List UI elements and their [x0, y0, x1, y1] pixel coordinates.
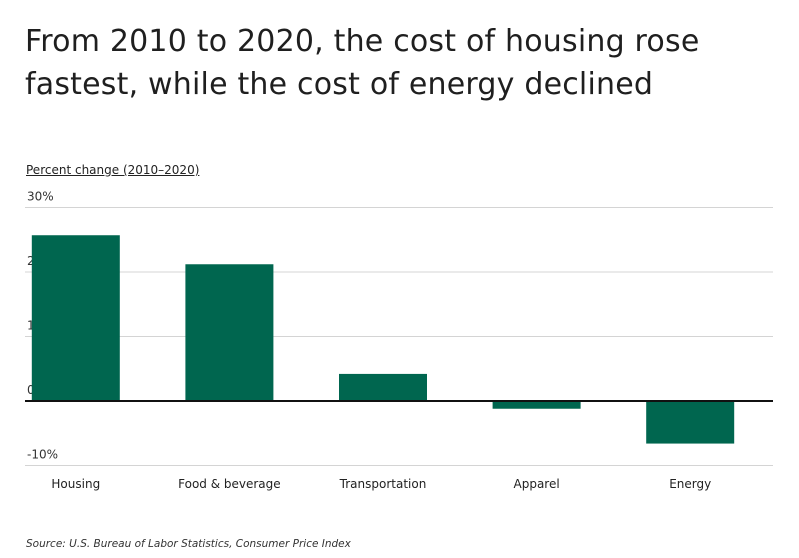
y-tick-label: 30% — [27, 190, 54, 204]
y-tick-label: -10% — [27, 448, 58, 462]
x-tick-label: Food & beverage — [178, 477, 281, 491]
y-tick-label: 0 — [27, 383, 35, 397]
bar-food-beverage — [185, 264, 274, 401]
x-tick-label: Energy — [669, 477, 711, 491]
y-axis-label: Percent change (2010–2020) — [26, 163, 200, 177]
bar-energy — [646, 401, 735, 444]
x-tick-label: Apparel — [514, 477, 560, 491]
x-tick-label: Housing — [51, 477, 100, 491]
bar-transportation — [339, 373, 427, 401]
bar-apparel — [492, 401, 581, 409]
x-tick-label: Transportation — [339, 477, 427, 491]
chart-title: From 2010 to 2020, the cost of housing r… — [25, 24, 700, 102]
bar-housing — [31, 235, 120, 401]
source-note: Source: U.S. Bureau of Labor Statistics,… — [26, 538, 351, 550]
